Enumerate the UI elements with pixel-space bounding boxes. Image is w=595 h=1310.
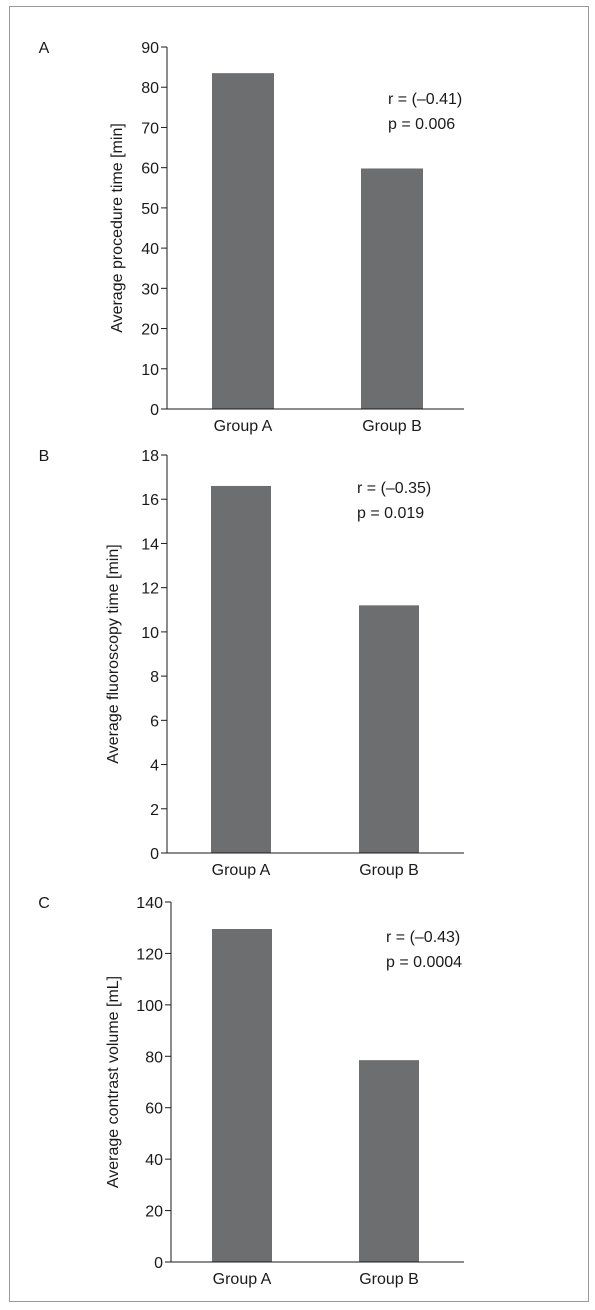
y-tick-label: 30: [141, 281, 159, 298]
y-tick-label: 90: [141, 40, 159, 57]
y-tick-label: 14: [141, 536, 159, 553]
bar-b-2: [359, 605, 419, 853]
y-tick-label: 80: [141, 80, 159, 97]
y-tick-label: 8: [150, 669, 159, 686]
y-tick-label: 60: [141, 161, 159, 178]
y-tick-label: 20: [141, 322, 159, 339]
panel-label: C: [38, 895, 50, 912]
stats-annotation: r = (–0.41): [388, 91, 462, 108]
y-tick-label: 120: [136, 946, 163, 963]
bar-a-2: [361, 168, 423, 409]
x-tick-label: Group B: [359, 1271, 419, 1288]
y-axis-title: Average contrast volume [mL]: [105, 976, 122, 1188]
figure-frame: [9, 6, 589, 1302]
y-tick-label: 10: [141, 362, 159, 379]
y-axis-title: Average procedure time [min]: [109, 123, 126, 333]
y-tick-label: 6: [150, 713, 159, 730]
y-tick-label: 0: [150, 846, 159, 863]
x-tick-label: Group A: [212, 862, 271, 879]
bar-c-2: [359, 1060, 419, 1262]
stats-annotation: p = 0.0004: [386, 954, 462, 971]
y-tick-label: 2: [150, 802, 159, 819]
bar-a-1: [212, 73, 274, 410]
x-tick-label: Group A: [214, 418, 273, 435]
y-tick-label: 4: [150, 758, 159, 775]
panel-label: A: [39, 40, 50, 57]
y-tick-label: 100: [136, 998, 163, 1015]
x-tick-label: Group B: [359, 862, 419, 879]
y-tick-label: 40: [145, 1152, 163, 1169]
x-tick-label: Group B: [362, 418, 422, 435]
y-axis-title: Average fluoroscopy time [min]: [105, 544, 122, 763]
panel-label: B: [39, 448, 50, 465]
y-tick-label: 12: [141, 581, 159, 598]
y-tick-label: 140: [136, 895, 163, 912]
y-tick-label: 18: [141, 448, 159, 465]
y-tick-label: 50: [141, 201, 159, 218]
stats-annotation: p = 0.006: [388, 116, 455, 133]
stats-annotation: p = 0.019: [357, 505, 424, 522]
bar-b-1: [211, 485, 271, 853]
x-tick-label: Group A: [213, 1271, 272, 1288]
y-tick-label: 16: [141, 492, 159, 509]
stats-annotation: r = (–0.35): [357, 480, 431, 497]
y-tick-label: 60: [145, 1101, 163, 1118]
y-tick-label: 10: [141, 625, 159, 642]
y-tick-label: 0: [154, 1255, 163, 1272]
y-tick-label: 0: [150, 402, 159, 419]
stats-annotation: r = (–0.43): [386, 929, 460, 946]
bar-c-1: [212, 929, 272, 1262]
y-tick-label: 70: [141, 120, 159, 137]
y-tick-label: 20: [145, 1204, 163, 1221]
y-tick-label: 80: [145, 1049, 163, 1066]
y-tick-label: 40: [141, 241, 159, 258]
